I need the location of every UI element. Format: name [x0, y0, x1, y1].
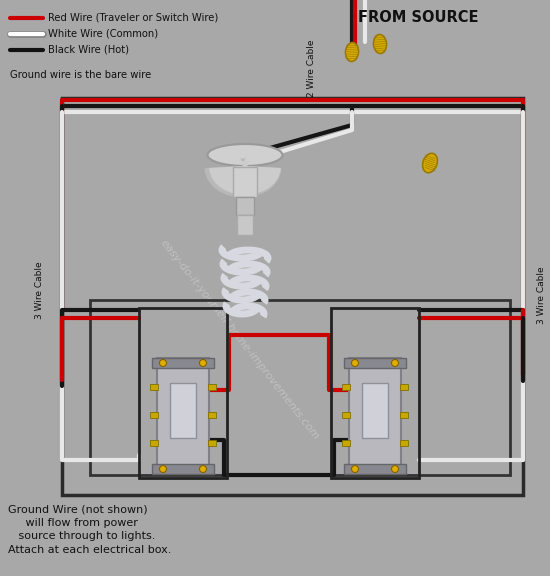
Bar — [400, 440, 408, 446]
Bar — [157, 358, 209, 473]
Bar — [362, 383, 388, 438]
Text: Black Wire (Hot): Black Wire (Hot) — [48, 45, 129, 55]
Text: Ground wire is the bare wire: Ground wire is the bare wire — [10, 70, 151, 80]
Bar — [400, 412, 408, 418]
Ellipse shape — [422, 153, 437, 173]
Bar — [344, 358, 406, 368]
Text: Ground Wire (not shown)
     will flow from power
   source through to lights.
A: Ground Wire (not shown) will flow from p… — [8, 505, 172, 555]
Text: FROM SOURCE: FROM SOURCE — [358, 10, 478, 25]
Bar — [233, 167, 257, 197]
Circle shape — [351, 359, 359, 366]
Bar — [150, 384, 158, 390]
Bar — [331, 308, 419, 478]
Bar — [342, 440, 350, 446]
Text: 2 Wire Cable: 2 Wire Cable — [307, 39, 316, 97]
Bar — [349, 358, 401, 473]
Bar — [150, 440, 158, 446]
Text: easy-do-it-yourself-home-improvements.com: easy-do-it-yourself-home-improvements.co… — [159, 238, 321, 442]
Bar — [208, 384, 216, 390]
Bar — [62, 98, 523, 495]
Ellipse shape — [373, 35, 387, 54]
Bar — [236, 197, 254, 215]
Text: 3 Wire Cable: 3 Wire Cable — [36, 261, 45, 319]
Circle shape — [351, 465, 359, 472]
Bar — [237, 215, 253, 235]
Bar — [90, 300, 510, 475]
Bar — [152, 358, 214, 368]
Text: 3 Wire Cable: 3 Wire Cable — [537, 266, 547, 324]
Circle shape — [392, 359, 399, 366]
Bar — [208, 412, 216, 418]
Bar — [150, 412, 158, 418]
Bar — [170, 383, 196, 438]
Text: White Wire (Common): White Wire (Common) — [48, 29, 158, 39]
Ellipse shape — [345, 43, 359, 62]
Circle shape — [160, 465, 167, 472]
Text: Red Wire (Traveler or Switch Wire): Red Wire (Traveler or Switch Wire) — [48, 13, 218, 23]
Circle shape — [392, 465, 399, 472]
Circle shape — [160, 359, 167, 366]
Ellipse shape — [207, 144, 283, 166]
Bar — [139, 308, 227, 478]
Bar — [400, 384, 408, 390]
Circle shape — [200, 465, 206, 472]
Bar — [342, 384, 350, 390]
Bar — [342, 412, 350, 418]
Circle shape — [200, 359, 206, 366]
Bar — [152, 464, 214, 474]
Bar — [208, 440, 216, 446]
Bar — [344, 464, 406, 474]
